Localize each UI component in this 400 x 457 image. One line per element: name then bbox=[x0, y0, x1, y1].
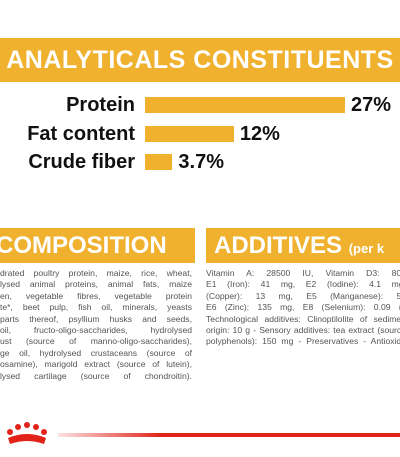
text-line: lysed cartilage (source of chondroitin). bbox=[0, 370, 192, 381]
analytics-banner: ANALYTICALS CONSTITUENTS bbox=[0, 38, 400, 82]
additives-title: ADDITIVES bbox=[214, 232, 343, 259]
additives-title-suffix: (per k bbox=[348, 241, 385, 256]
text-line: te*, beet pulp, fish oil, minerals, yeas… bbox=[0, 302, 192, 313]
text-line: en, vegetable fibres, vegetable protein bbox=[0, 290, 192, 301]
text-line: oil, fructo-oligo-saccharides, hydrolyse… bbox=[0, 325, 192, 336]
text-line: drated poultry protein, maize, rice, whe… bbox=[0, 268, 192, 278]
text-line: lysed animal proteins, animal fats, maiz… bbox=[0, 279, 192, 290]
text-line: ust (source of manno-oligo-saccharides), bbox=[0, 336, 192, 347]
value-label: 27% bbox=[351, 94, 392, 116]
text-line: Technological additives: Clinoptilolite … bbox=[206, 313, 400, 324]
footer-line bbox=[58, 433, 400, 437]
category-label: Fat content bbox=[27, 122, 135, 145]
text-line: polyphenols): 150 mg - Preservatives - A… bbox=[206, 336, 400, 347]
analytics-title: ANALYTICALS CONSTITUENTS bbox=[6, 46, 394, 74]
text-line: ge oil, hydrolysed crustaceans (source o… bbox=[0, 347, 192, 358]
text-line: E1 (Iron): 41 mg, E2 (Iodine): 4.1 mg, bbox=[206, 279, 400, 290]
logo-crown bbox=[7, 422, 47, 444]
footer bbox=[7, 422, 400, 444]
chart: Protein 27% Fat content 12% Crude fiber 3.7% bbox=[0, 90, 400, 180]
composition-banner: COMPOSITION bbox=[0, 228, 195, 263]
additives-banner: ADDITIVES (per k bbox=[206, 228, 400, 263]
composition-title: COMPOSITION bbox=[0, 232, 167, 259]
bar bbox=[145, 125, 234, 142]
value-label: 3.7% bbox=[178, 151, 224, 173]
text-line: osamine), marigold extract (source of lu… bbox=[0, 359, 192, 370]
text-line: origin: 10 g - Sensory additives: tea ex… bbox=[206, 325, 400, 336]
composition-text: drated poultry protein, maize, rice, whe… bbox=[0, 268, 192, 382]
additives-text: Vitamin A: 28500 IU, Vitamin D3: 800 E1 (… bbox=[206, 268, 400, 348]
category-label: Crude fiber bbox=[28, 151, 135, 173]
text-line: (Copper): 13 mg, E5 (Manganese): 53 bbox=[206, 290, 400, 301]
bar bbox=[145, 154, 173, 170]
category-label: Protein bbox=[66, 94, 135, 116]
value-label: 12% bbox=[239, 122, 280, 145]
bar bbox=[145, 97, 345, 113]
text-line: parts thereof, psyllium husks and seeds, bbox=[0, 313, 192, 324]
text-line: E6 (Zinc): 135 mg, E8 (Selenium): 0.09 m bbox=[206, 302, 400, 313]
text-line: Vitamin A: 28500 IU, Vitamin D3: 800 bbox=[206, 268, 400, 278]
